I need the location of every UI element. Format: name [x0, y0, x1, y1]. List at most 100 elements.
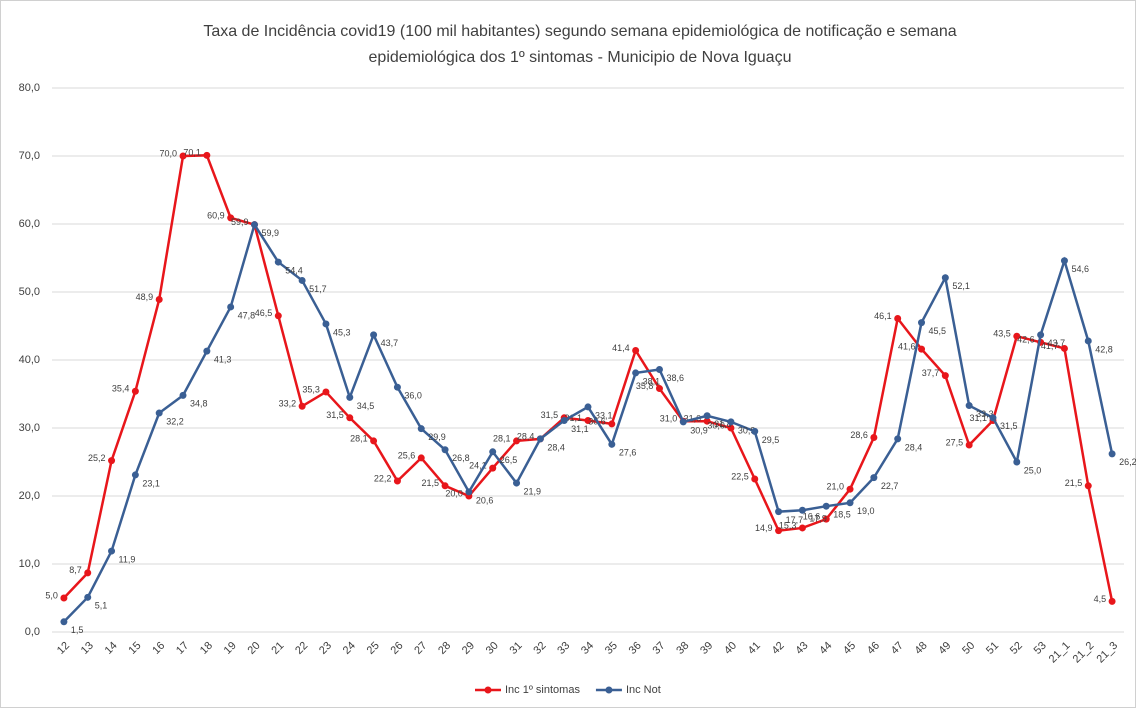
data-point: [1037, 331, 1045, 339]
data-point: [84, 569, 92, 577]
data-label: 54,4: [285, 265, 303, 275]
data-label: 51,7: [309, 284, 327, 294]
data-point: [441, 482, 449, 490]
data-point: [1060, 344, 1068, 352]
data-point: [227, 214, 235, 222]
data-label: 25,2: [88, 453, 106, 463]
legend-label: Inc Not: [626, 684, 661, 696]
data-point: [84, 593, 92, 601]
data-point: [965, 441, 973, 449]
data-label: 29,9: [428, 432, 446, 442]
data-point: [798, 506, 806, 514]
data-label: 37,7: [922, 368, 940, 378]
data-label: 31,8: [714, 419, 732, 429]
data-point: [751, 475, 759, 483]
data-point: [870, 474, 878, 482]
data-point: [727, 424, 735, 432]
data-label: 52,1: [952, 281, 970, 291]
data-point: [108, 457, 116, 465]
data-point: [894, 315, 902, 323]
data-point: [417, 425, 425, 433]
y-tick-label: 0,0: [25, 626, 40, 638]
data-label: 26,5: [500, 455, 518, 465]
data-label: 28,1: [493, 433, 511, 443]
data-point: [322, 320, 330, 328]
data-point: [941, 274, 949, 282]
data-label: 35,4: [112, 384, 130, 394]
data-label: 15,3: [779, 520, 797, 530]
data-label: 33,3: [976, 409, 994, 419]
data-label: 34,8: [190, 399, 208, 409]
data-label: 21,0: [827, 482, 845, 492]
legend-marker: [484, 686, 492, 694]
data-label: 21,5: [422, 478, 440, 488]
data-point: [1084, 482, 1092, 490]
data-point: [346, 393, 354, 401]
data-label: 18,5: [833, 510, 851, 520]
data-label: 45,5: [929, 326, 947, 336]
data-point: [155, 409, 163, 417]
data-point: [179, 391, 187, 399]
data-point: [1084, 337, 1092, 345]
data-label: 1,5: [71, 625, 84, 635]
data-point: [703, 412, 711, 420]
y-tick-label: 20,0: [19, 490, 40, 502]
data-point: [608, 420, 616, 428]
data-point: [679, 418, 687, 426]
data-point: [274, 312, 282, 320]
data-point: [489, 464, 497, 472]
data-point: [989, 414, 997, 422]
data-label: 20,6: [476, 495, 494, 505]
data-point: [846, 499, 854, 507]
data-label: 16,6: [803, 511, 821, 521]
data-label: 41,7: [1041, 341, 1059, 351]
data-point: [727, 418, 735, 426]
data-label: 30,9: [690, 425, 708, 435]
data-label: 43,7: [381, 338, 399, 348]
data-label: 31,1: [571, 424, 589, 434]
data-point: [370, 437, 378, 445]
data-point: [393, 383, 401, 391]
data-point: [131, 471, 139, 479]
data-point: [489, 448, 497, 456]
data-point: [632, 346, 640, 354]
data-label: 26,2: [1119, 457, 1136, 467]
data-label: 35,8: [636, 381, 654, 391]
data-label: 70,1: [183, 148, 201, 158]
data-label: 21,9: [524, 486, 542, 496]
data-label: 17,7: [786, 515, 804, 525]
data-point: [393, 477, 401, 485]
data-point: [560, 417, 568, 425]
data-point: [108, 547, 116, 555]
data-label: 23,1: [142, 478, 160, 488]
data-label: 30,9: [738, 425, 756, 435]
data-label: 41,3: [214, 355, 232, 365]
data-label: 41,6: [898, 341, 916, 351]
data-point: [775, 508, 783, 516]
data-label: 43,5: [993, 329, 1011, 339]
data-point: [131, 387, 139, 395]
data-label: 46,1: [874, 311, 892, 321]
data-label: 31,5: [1000, 421, 1018, 431]
data-label: 33,1: [595, 410, 613, 420]
data-label: 24,1: [469, 460, 487, 470]
data-label: 26,8: [452, 453, 470, 463]
data-point: [608, 440, 616, 448]
data-label: 25,6: [398, 450, 416, 460]
data-point: [584, 417, 592, 425]
data-label: 38,1: [643, 376, 661, 386]
data-point: [513, 479, 521, 487]
data-label: 48,9: [136, 292, 154, 302]
data-label: 54,6: [1071, 264, 1089, 274]
data-label: 22,5: [731, 471, 749, 481]
y-tick-label: 10,0: [19, 558, 40, 570]
data-label: 41,4: [612, 343, 630, 353]
data-point: [1013, 332, 1021, 340]
data-label: 5,0: [45, 590, 58, 600]
data-point: [1108, 597, 1116, 605]
data-label: 31,5: [541, 410, 559, 420]
data-label: 25,0: [1024, 465, 1042, 475]
data-point: [703, 417, 711, 425]
data-label: 28,1: [350, 433, 368, 443]
